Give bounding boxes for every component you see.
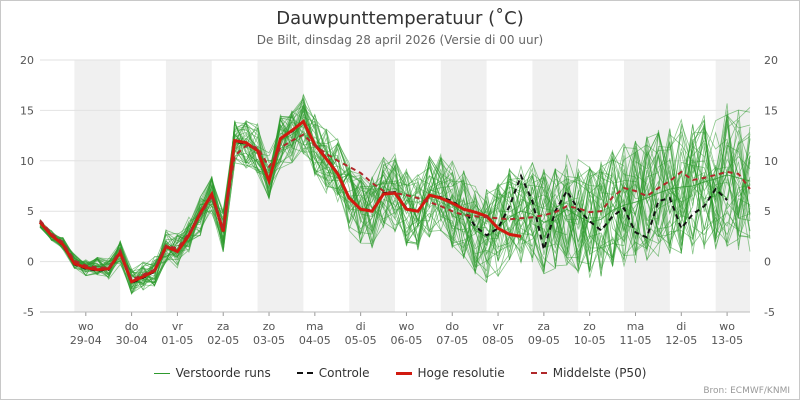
- legend-item-high-res[interactable]: Hoge resolutie: [395, 366, 505, 380]
- ensemble-member-line: [39, 93, 751, 294]
- x-tick-date-13: 12-05: [665, 334, 697, 347]
- x-tick-day-14: wo: [719, 320, 735, 333]
- x-tick-date-7: 06-05: [390, 334, 422, 347]
- ensemble-member-line: [39, 118, 751, 286]
- x-tick-day-11: zo: [583, 320, 596, 333]
- x-tick-day-4: zo: [263, 320, 276, 333]
- legend-label-control: Controle: [318, 366, 370, 380]
- x-tick-date-4: 03-05: [253, 334, 285, 347]
- y-tick-left-5: 5: [27, 205, 34, 218]
- credits: Bron: ECMWF/KNMI: [703, 386, 790, 396]
- legend-label-ensemble: Verstoorde runs: [175, 366, 271, 380]
- x-tick-date-2: 01-05: [161, 334, 193, 347]
- x-tick-date-8: 07-05: [436, 334, 468, 347]
- ensemble-member-line: [39, 120, 751, 287]
- ensemble-member-line: [39, 98, 751, 287]
- high-res-swatch: [395, 371, 412, 375]
- x-tick-day-6: di: [356, 320, 366, 333]
- x-tick-day-13: di: [676, 320, 686, 333]
- median-swatch: [530, 372, 547, 374]
- ensemble-member-line: [39, 105, 751, 272]
- chart-subtitle: De Bilt, dinsdag 28 april 2026 (Versie d…: [256, 33, 544, 47]
- y-tick-left-20: 20: [20, 54, 34, 67]
- x-tick-date-6: 05-05: [345, 334, 377, 347]
- legend-item-ensemble[interactable]: Verstoorde runs: [153, 366, 271, 380]
- x-tick-date-5: 04-05: [299, 334, 331, 347]
- y-tick-right-15: 15: [764, 104, 778, 117]
- x-tick-day-3: za: [217, 320, 230, 333]
- x-tick-day-8: do: [445, 320, 459, 333]
- x-tick-day-2: vr: [172, 320, 184, 333]
- ensemble-member-line: [39, 97, 751, 291]
- x-tick-day-5: ma: [306, 320, 323, 333]
- x-tick-day-9: vr: [493, 320, 505, 333]
- x-tick-date-0: 29-04: [70, 334, 102, 347]
- x-tick-date-11: 10-05: [574, 334, 606, 347]
- y-tick-right--5: -5: [764, 306, 775, 319]
- x-tick-day-12: ma: [627, 320, 644, 333]
- chart-title: Dauwpunttemperatuur (˚C): [276, 8, 524, 29]
- x-tick-date-14: 13-05: [711, 334, 743, 347]
- night-band-2: [257, 60, 304, 312]
- legend: Verstoorde runs Controle Hoge resolutie …: [0, 366, 800, 380]
- x-tick-date-1: 30-04: [116, 334, 148, 347]
- x-tick-date-9: 08-05: [482, 334, 514, 347]
- x-tick-date-3: 02-05: [207, 334, 239, 347]
- legend-label-median: Middelste (P50): [552, 366, 647, 380]
- control-swatch: [296, 372, 313, 374]
- legend-item-median[interactable]: Middelste (P50): [530, 366, 647, 380]
- y-tick-left-15: 15: [20, 104, 34, 117]
- y-tick-right-10: 10: [764, 155, 778, 168]
- y-tick-left-10: 10: [20, 155, 34, 168]
- x-tick-day-1: do: [125, 320, 139, 333]
- x-tick-day-0: wo: [78, 320, 94, 333]
- x-tick-day-10: za: [538, 320, 551, 333]
- y-tick-right-5: 5: [764, 205, 771, 218]
- night-band-1: [165, 60, 212, 312]
- y-tick-right-0: 0: [764, 256, 771, 269]
- y-tick-left--5: -5: [23, 306, 34, 319]
- legend-item-control[interactable]: Controle: [296, 366, 370, 380]
- x-tick-day-7: wo: [399, 320, 415, 333]
- series-line-3: [39, 133, 751, 282]
- ensemble-swatch: [153, 372, 170, 374]
- y-tick-left-0: 0: [27, 256, 34, 269]
- legend-label-high-res: Hoge resolutie: [417, 366, 505, 380]
- x-tick-date-12: 11-05: [619, 334, 651, 347]
- x-tick-date-10: 09-05: [528, 334, 560, 347]
- y-tick-right-20: 20: [764, 54, 778, 67]
